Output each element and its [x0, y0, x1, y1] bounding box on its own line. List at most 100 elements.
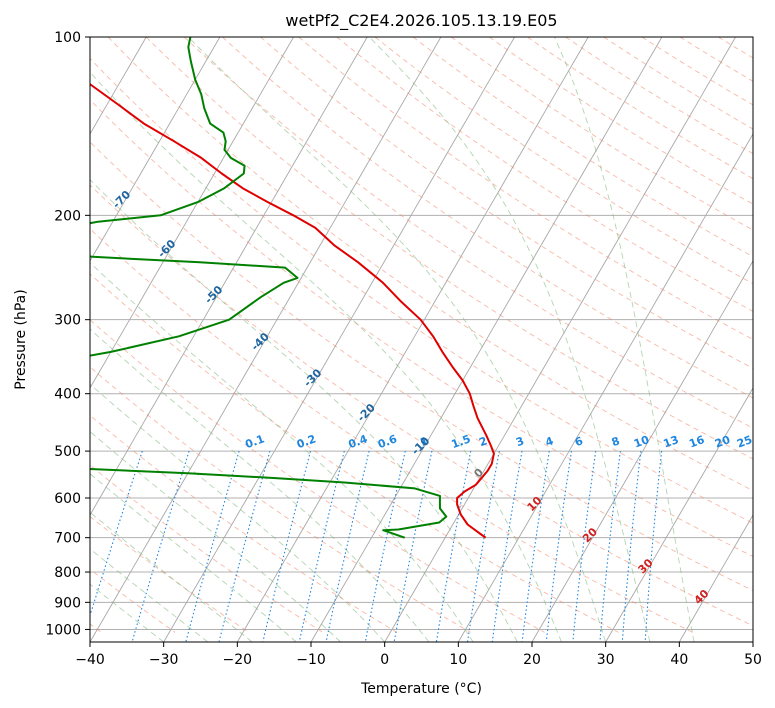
- isotherm-label: -90: [19, 90, 42, 113]
- dry-adiabat: [90, 141, 753, 592]
- dry-adiabat: [90, 366, 471, 633]
- mixing-ratio-label: 10: [632, 433, 651, 451]
- mixing-ratio-label: 0.1: [243, 432, 266, 451]
- mixing-ratio-label: 0.2: [295, 432, 318, 451]
- mixing-ratio-label: 0.4: [347, 432, 370, 451]
- dry-adiabat: [527, 37, 753, 180]
- x-tick-label: −20: [223, 652, 253, 668]
- mixing-ratio-line: [325, 450, 370, 642]
- dry-adiabat: [260, 37, 753, 369]
- moist-adiabat: [90, 511, 253, 642]
- mixing-ratio-line: [521, 451, 550, 642]
- dry-adiabat: [450, 37, 753, 231]
- isotherm-line: [90, 37, 368, 516]
- dry-adiabat: [603, 37, 753, 130]
- adiabat-lines: [90, 37, 775, 642]
- mixing-ratio-line: [621, 451, 642, 642]
- x-tick-label: 0: [380, 652, 389, 668]
- moist-adiabat: [90, 262, 474, 642]
- mixing-ratio-label: 1.5: [450, 432, 473, 451]
- mixing-ratio-line: [435, 450, 472, 642]
- mixing-ratio-line: [599, 451, 621, 642]
- mixing-ratio-label: 4: [544, 434, 556, 449]
- isotherm-line: [752, 641, 753, 642]
- mixing-ratio-line: [364, 450, 406, 642]
- isotherm-line: [90, 37, 294, 389]
- x-axis-label: Temperature (°C): [360, 681, 482, 697]
- y-axis: 100 200 300 400 500 600 700 800 900 1000: [45, 30, 90, 638]
- x-tick-label: −30: [149, 652, 179, 668]
- x-tick-label: 10: [449, 652, 467, 668]
- temperature-trace: [90, 82, 495, 539]
- dry-adiabat: [183, 37, 753, 429]
- isotherm-line: [531, 260, 753, 642]
- y-tick-label: 600: [54, 491, 81, 507]
- mixing-ratio-line: [262, 450, 312, 642]
- dry-adiabat: [90, 99, 753, 557]
- y-tick-label: 100: [54, 30, 81, 46]
- plot-frame: [89, 36, 754, 643]
- x-tick-label: 50: [744, 652, 762, 668]
- isotherm-label: 0: [471, 466, 486, 481]
- dry-adiabat: [679, 37, 753, 82]
- isotherm-label: 10: [525, 494, 545, 514]
- x-tick-label: −40: [75, 652, 105, 668]
- y-tick-label: 300: [54, 313, 81, 329]
- moist-adiabat: [90, 473, 297, 642]
- mixing-ratio-line: [491, 451, 523, 642]
- dry-adiabat: [90, 464, 324, 633]
- dry-adiabat: [336, 37, 753, 312]
- y-tick-label: 500: [54, 444, 81, 460]
- moist-adiabat: [554, 37, 695, 642]
- dry-adiabat: [90, 184, 753, 627]
- mixing-ratio-label: 8: [610, 434, 622, 449]
- dry-adiabat: [756, 37, 775, 632]
- moist-adiabat: [90, 328, 430, 642]
- mixing-ratio-line: [218, 450, 271, 642]
- mixing-ratio-line: [131, 450, 190, 642]
- moist-adiabat: [90, 383, 386, 642]
- dry-adiabat: [90, 414, 398, 633]
- mixing-ratio-label: 2: [477, 434, 489, 449]
- mixing-ratio-label: 6: [573, 434, 585, 449]
- mixing-ratio-line: [185, 450, 240, 642]
- moist-adiabat: [90, 179, 518, 642]
- mixing-ratio-lines: 0.10.20.40.611.52346810131620253036: [90, 432, 773, 642]
- mixing-ratio-label: 0.6: [376, 432, 399, 451]
- x-tick-label: 40: [670, 652, 688, 668]
- isotherm-label: 20: [580, 525, 600, 545]
- sounding-traces: [90, 37, 495, 539]
- dry-adiabat: [374, 37, 753, 285]
- moist-adiabat: [90, 548, 209, 642]
- y-tick-label: 800: [54, 565, 81, 581]
- isotherm-label: 40: [692, 587, 712, 607]
- moist-adiabat: [187, 37, 607, 642]
- mixing-ratio-label: 1: [418, 434, 430, 449]
- dry-adiabat: [222, 37, 753, 399]
- dry-adiabat: [90, 57, 753, 524]
- isotherm-line: [310, 37, 663, 642]
- isotherm-line: [384, 37, 736, 642]
- isotherm-label: 30: [636, 556, 656, 576]
- x-axis: −40 −30 −20 −10 0 10 20 30 40 50: [75, 642, 762, 668]
- isotherm-line: [90, 37, 442, 642]
- y-tick-label: 700: [54, 531, 81, 547]
- y-tick-label: 400: [54, 387, 81, 403]
- background-grid: [90, 37, 753, 642]
- mixing-ratio-label: 25: [735, 433, 754, 450]
- dry-adiabat: [145, 37, 753, 460]
- isotherm-line: [605, 387, 753, 642]
- y-tick-label: 200: [54, 208, 81, 224]
- moist-adiabat: [368, 37, 651, 642]
- x-tick-label: −10: [296, 652, 326, 668]
- mixing-ratio-line: [90, 450, 143, 618]
- mixing-ratio-line: [644, 451, 663, 642]
- x-tick-label: 20: [523, 652, 541, 668]
- mixing-ratio-label: 30: [754, 433, 773, 451]
- mixing-ratio-line: [545, 451, 572, 642]
- dry-adiabat: [565, 37, 753, 155]
- chart-title: wetPf2_C2E4.2026.105.13.19.E05: [285, 11, 557, 31]
- isotherm-line: [678, 514, 753, 642]
- mixing-ratio-label: 20: [713, 433, 732, 451]
